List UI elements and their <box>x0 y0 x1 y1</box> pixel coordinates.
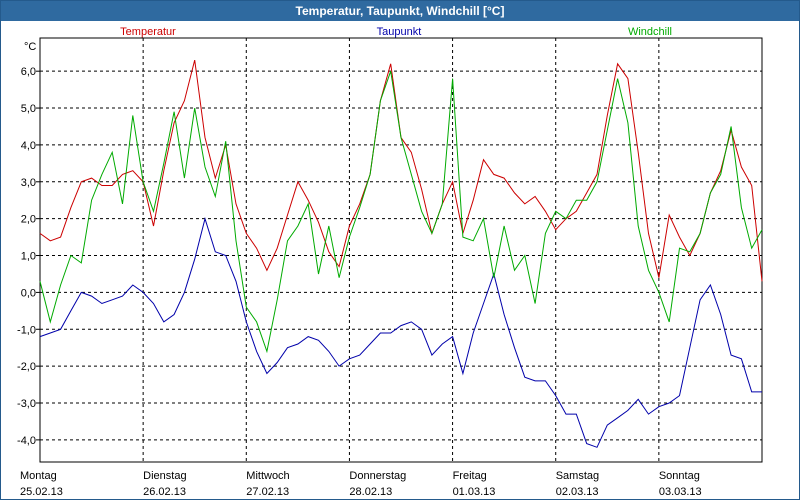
x-tick-weekday: Samstag <box>556 470 599 482</box>
y-tick-label: 0,0 <box>21 287 36 299</box>
x-tick-date: 27.02.13 <box>246 486 289 498</box>
series-line-windchill <box>39 71 763 354</box>
y-axis-label: °C <box>24 41 36 53</box>
series-line-taupunkt <box>39 216 762 448</box>
legend-windchill: Windchill <box>628 26 672 38</box>
legend-temperatur: Temperatur <box>120 26 176 38</box>
y-tick-label: 2,0 <box>21 214 36 226</box>
x-tick-date: 28.02.13 <box>349 486 392 498</box>
chart-title: Temperatur, Taupunkt, Windchill [°C] <box>1 1 799 21</box>
y-tick-label: -4,0 <box>17 435 36 447</box>
y-tick-label: -1,0 <box>17 324 36 336</box>
x-tick-weekday: Sonntag <box>659 470 700 482</box>
x-tick-date: 01.03.13 <box>453 486 496 498</box>
x-tick-weekday: Montag <box>20 470 57 482</box>
x-tick-date: 26.02.13 <box>143 486 186 498</box>
x-tick-weekday: Donnerstag <box>349 470 406 482</box>
y-tick-label: 1,0 <box>21 251 36 263</box>
x-tick-date: 25.02.13 <box>20 486 63 498</box>
y-tick-label: 3,0 <box>21 177 36 189</box>
x-tick-date: 02.03.13 <box>556 486 599 498</box>
legend-taupunkt: Taupunkt <box>377 26 422 38</box>
x-tick-weekday: Dienstag <box>143 470 186 482</box>
series-line-temperatur <box>39 59 763 282</box>
x-tick-weekday: Mittwoch <box>246 470 289 482</box>
x-tick-date: 03.03.13 <box>659 486 702 498</box>
x-tick-weekday: Freitag <box>453 470 487 482</box>
y-tick-label: 6,0 <box>21 66 36 78</box>
y-tick-label: -2,0 <box>17 361 36 373</box>
y-tick-label: 4,0 <box>21 140 36 152</box>
plot-area-border <box>39 37 763 463</box>
y-tick-label: -3,0 <box>17 398 36 410</box>
y-tick-label: 5,0 <box>21 103 36 115</box>
